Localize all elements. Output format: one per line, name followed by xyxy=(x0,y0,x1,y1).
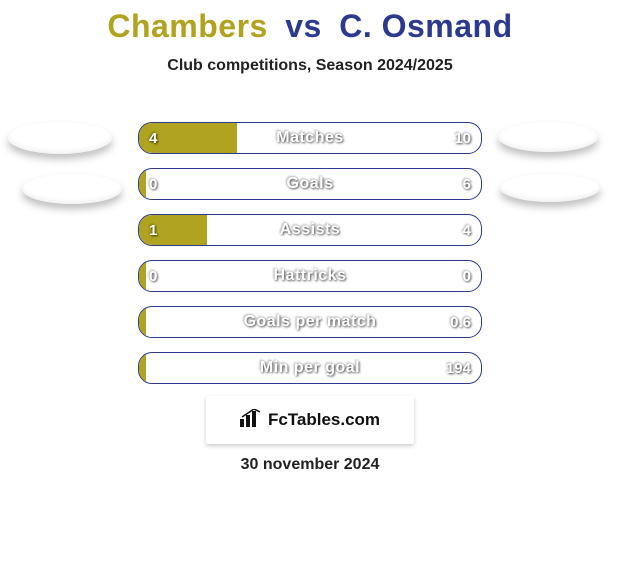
stat-row: Min per goal194 xyxy=(138,352,482,384)
stat-label: Goals xyxy=(139,169,481,199)
crest-right-1 xyxy=(498,122,598,152)
stat-value-right: 194 xyxy=(446,353,471,383)
stat-label: Assists xyxy=(139,215,481,245)
stat-row: 4Matches10 xyxy=(138,122,482,154)
stat-label: Goals per match xyxy=(139,307,481,337)
crest-left-2 xyxy=(22,174,122,204)
chart-icon xyxy=(240,409,262,432)
subtitle: Club competitions, Season 2024/2025 xyxy=(0,57,620,75)
stat-bars: 4Matches100Goals61Assists40Hattricks0Goa… xyxy=(138,122,482,398)
stat-value-right: 0 xyxy=(463,261,471,291)
page-title: Chambers vs C. Osmand xyxy=(0,0,620,45)
stat-label: Matches xyxy=(139,123,481,153)
stat-value-right: 4 xyxy=(463,215,471,245)
title-vs: vs xyxy=(285,8,322,44)
stat-value-right: 10 xyxy=(454,123,471,153)
logo-text: FcTables.com xyxy=(268,410,380,430)
comparison-infographic: Chambers vs C. Osmand Club competitions,… xyxy=(0,0,620,580)
date-label: 30 november 2024 xyxy=(0,456,620,474)
player1-name: Chambers xyxy=(107,8,268,44)
player2-name: C. Osmand xyxy=(339,8,512,44)
crest-right-2 xyxy=(500,174,600,202)
stat-row: 0Hattricks0 xyxy=(138,260,482,292)
stat-label: Hattricks xyxy=(139,261,481,291)
stat-label: Min per goal xyxy=(139,353,481,383)
source-logo: FcTables.com xyxy=(206,396,414,444)
stat-row: Goals per match0.6 xyxy=(138,306,482,338)
stat-row: 1Assists4 xyxy=(138,214,482,246)
crest-left-1 xyxy=(8,122,112,154)
stat-value-right: 0.6 xyxy=(450,307,471,337)
stat-value-right: 6 xyxy=(463,169,471,199)
stat-row: 0Goals6 xyxy=(138,168,482,200)
